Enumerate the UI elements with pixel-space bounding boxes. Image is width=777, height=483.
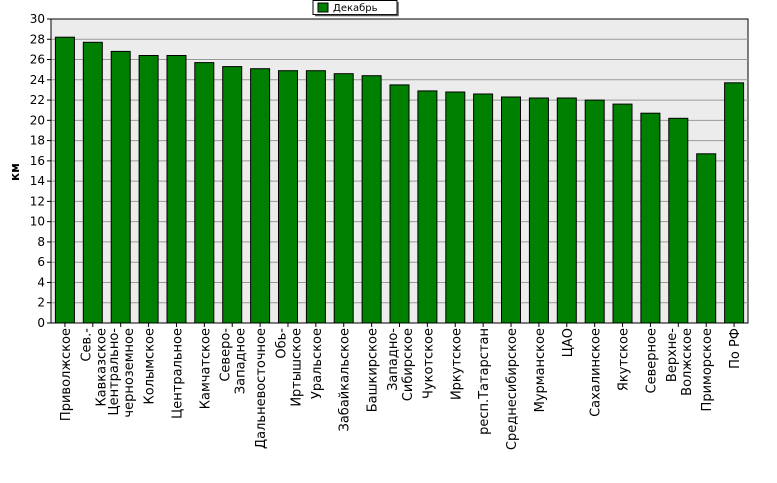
bar[interactable] bbox=[584, 99, 605, 324]
x-tick-label: Обь- bbox=[274, 328, 289, 359]
x-tick-label: Колымское bbox=[143, 328, 158, 405]
bar[interactable] bbox=[110, 50, 131, 324]
bar[interactable] bbox=[333, 73, 354, 324]
x-tick-label: Сахалинское bbox=[589, 328, 604, 417]
bar[interactable] bbox=[138, 55, 159, 324]
bar[interactable] bbox=[640, 112, 661, 324]
bar[interactable] bbox=[54, 36, 75, 324]
x-tick-label: Центральное bbox=[170, 328, 185, 419]
x-tick-label: Уральское bbox=[310, 328, 325, 399]
y-tick-label: 12 bbox=[30, 194, 45, 208]
x-tick-label: Среднесибирское bbox=[505, 328, 520, 450]
x-tick-label: респ.Татарстан bbox=[477, 328, 492, 435]
x-tick-label: Башкирское bbox=[366, 328, 381, 412]
x-tick-label: Дальневосточное bbox=[254, 328, 269, 449]
bar[interactable] bbox=[250, 68, 271, 324]
x-tick-label: Западное bbox=[234, 328, 249, 394]
x-tick-label: Якутское bbox=[617, 328, 632, 391]
bar[interactable] bbox=[528, 97, 549, 324]
y-tick-label: 20 bbox=[30, 113, 45, 127]
x-tick-label: Сев.- bbox=[79, 328, 94, 362]
y-tick-label: 14 bbox=[30, 174, 45, 188]
x-tick-label: Мурманское bbox=[533, 328, 548, 412]
y-tick-label: 26 bbox=[30, 53, 45, 67]
x-tick-label: Чукотское bbox=[421, 328, 436, 399]
x-tick-label: Северное bbox=[644, 328, 659, 393]
bar[interactable] bbox=[696, 153, 717, 324]
y-tick-label: 8 bbox=[37, 235, 45, 249]
x-tick-label: Иртышское bbox=[289, 328, 304, 407]
y-tick-label: 24 bbox=[30, 73, 45, 87]
bar[interactable] bbox=[417, 90, 438, 324]
x-tick-label: Сибирское bbox=[401, 328, 416, 401]
x-tick-label: Северо- bbox=[219, 328, 234, 382]
x-tick-label: ЦАО bbox=[561, 328, 576, 357]
bar[interactable] bbox=[724, 82, 745, 324]
y-tick-label: 28 bbox=[30, 32, 45, 46]
bar[interactable] bbox=[194, 62, 215, 324]
bar[interactable] bbox=[445, 91, 466, 324]
y-tick-label: 6 bbox=[37, 255, 45, 269]
x-tick-label: Кавказское bbox=[94, 328, 109, 407]
bar[interactable] bbox=[473, 93, 494, 324]
y-axis-label: км bbox=[8, 163, 22, 181]
bar[interactable] bbox=[389, 84, 410, 324]
y-tick-label: 4 bbox=[37, 275, 45, 289]
bar[interactable] bbox=[361, 75, 382, 324]
x-tick-label: Приволжское bbox=[59, 328, 74, 421]
y-tick-label: 22 bbox=[30, 93, 45, 107]
bar[interactable] bbox=[556, 97, 577, 324]
x-tick-label: Западно- bbox=[386, 328, 401, 391]
bar[interactable] bbox=[82, 41, 103, 324]
legend-swatch bbox=[317, 2, 329, 13]
bars-layer bbox=[54, 36, 745, 324]
bar[interactable] bbox=[668, 117, 689, 324]
y-tick-label: 2 bbox=[37, 296, 45, 310]
y-tick-label: 30 bbox=[30, 12, 45, 26]
y-tick-label: 16 bbox=[30, 154, 45, 168]
bar[interactable] bbox=[305, 70, 326, 324]
bar[interactable] bbox=[278, 70, 298, 324]
x-tick-label: Волжское bbox=[680, 328, 695, 396]
legend[interactable]: Декабрь bbox=[312, 0, 399, 17]
bar[interactable] bbox=[612, 103, 633, 324]
x-tick-label: Забайкальское bbox=[338, 328, 353, 431]
legend-label: Декабрь bbox=[333, 3, 378, 14]
x-tick-label: Камчатское bbox=[198, 328, 213, 409]
bar[interactable] bbox=[222, 66, 243, 324]
y-tick-label: 18 bbox=[30, 134, 45, 148]
y-tick-label: 10 bbox=[30, 215, 45, 229]
legend-box bbox=[312, 0, 398, 15]
x-tick-label: Центрально- bbox=[107, 328, 122, 416]
bar[interactable] bbox=[166, 55, 187, 324]
x-tick-label: Приморское bbox=[700, 328, 715, 411]
y-tick-label: 0 bbox=[37, 316, 45, 330]
x-tick-label: Верхне- bbox=[665, 328, 680, 382]
x-axis: Приволжское Сев.- КавказскоеЦентрально-чер… bbox=[51, 322, 748, 450]
x-tick-label: Иркутское bbox=[449, 328, 464, 400]
x-tick-label: черноземное bbox=[122, 328, 137, 418]
bar[interactable] bbox=[501, 96, 521, 324]
x-tick-label: По РФ bbox=[728, 328, 743, 369]
